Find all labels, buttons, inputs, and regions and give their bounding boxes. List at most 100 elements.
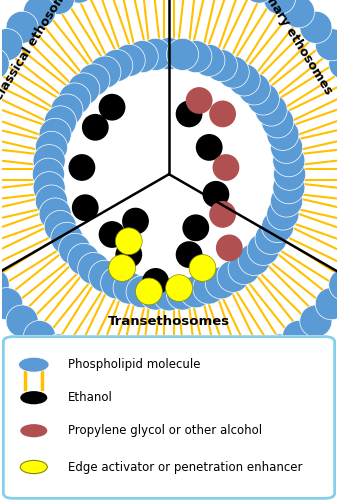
Circle shape: [20, 391, 47, 404]
Circle shape: [243, 0, 275, 3]
Circle shape: [19, 358, 49, 372]
Circle shape: [153, 278, 185, 311]
Circle shape: [186, 87, 213, 114]
Circle shape: [35, 132, 68, 164]
Circle shape: [63, 346, 95, 378]
Circle shape: [166, 38, 199, 70]
Circle shape: [113, 272, 145, 304]
Circle shape: [69, 154, 95, 181]
Circle shape: [42, 0, 75, 14]
Circle shape: [273, 172, 305, 204]
Circle shape: [78, 252, 110, 284]
Circle shape: [107, 360, 139, 393]
Circle shape: [58, 83, 91, 115]
Circle shape: [228, 64, 260, 96]
Circle shape: [6, 305, 38, 337]
Circle shape: [0, 28, 23, 61]
Circle shape: [262, 106, 294, 138]
Circle shape: [209, 100, 236, 128]
Circle shape: [213, 154, 239, 181]
Circle shape: [136, 278, 162, 305]
Circle shape: [183, 214, 209, 241]
Circle shape: [329, 48, 338, 80]
Text: Transethosomes: Transethosomes: [108, 316, 230, 328]
Circle shape: [39, 118, 71, 150]
Circle shape: [166, 278, 199, 310]
Circle shape: [176, 241, 202, 268]
Circle shape: [33, 172, 65, 204]
Circle shape: [247, 83, 280, 115]
Circle shape: [44, 210, 76, 242]
Circle shape: [0, 48, 9, 80]
Circle shape: [238, 244, 270, 276]
Circle shape: [300, 12, 332, 44]
Circle shape: [270, 185, 303, 217]
Circle shape: [68, 244, 100, 276]
FancyBboxPatch shape: [3, 336, 335, 498]
Circle shape: [126, 276, 158, 308]
Circle shape: [283, 0, 315, 28]
Text: Phospholipid molecule: Phospholipid molecule: [68, 358, 200, 371]
Circle shape: [51, 94, 83, 126]
Circle shape: [202, 181, 229, 208]
Circle shape: [329, 268, 338, 301]
Text: Edge activator or penetration enhancer: Edge activator or penetration enhancer: [68, 460, 302, 473]
Circle shape: [89, 56, 121, 88]
Circle shape: [32, 158, 65, 190]
Text: Ethanol: Ethanol: [68, 391, 113, 404]
Circle shape: [283, 320, 315, 352]
Circle shape: [115, 241, 142, 268]
Circle shape: [196, 134, 223, 161]
Circle shape: [99, 221, 125, 248]
Circle shape: [68, 73, 100, 105]
Circle shape: [255, 94, 287, 126]
Circle shape: [0, 288, 23, 320]
Circle shape: [101, 50, 133, 82]
Circle shape: [89, 260, 121, 292]
Circle shape: [113, 44, 145, 76]
Circle shape: [205, 267, 237, 299]
Circle shape: [72, 194, 99, 221]
Circle shape: [39, 198, 71, 230]
Circle shape: [267, 118, 299, 150]
Circle shape: [126, 40, 158, 72]
Circle shape: [180, 276, 212, 308]
Circle shape: [109, 254, 136, 281]
Circle shape: [247, 234, 280, 266]
Circle shape: [23, 320, 55, 352]
Circle shape: [193, 272, 225, 304]
Circle shape: [217, 56, 249, 88]
Circle shape: [101, 267, 133, 299]
Circle shape: [209, 201, 236, 228]
Circle shape: [20, 424, 47, 438]
Circle shape: [23, 0, 55, 28]
Circle shape: [193, 44, 225, 76]
Circle shape: [315, 28, 338, 61]
Circle shape: [273, 158, 306, 190]
Circle shape: [0, 268, 9, 301]
Circle shape: [255, 222, 287, 254]
Circle shape: [44, 106, 76, 138]
Circle shape: [82, 114, 109, 140]
Circle shape: [84, 354, 117, 386]
Circle shape: [6, 12, 38, 44]
Circle shape: [263, 334, 296, 366]
Circle shape: [262, 210, 294, 242]
Circle shape: [51, 222, 83, 254]
Circle shape: [176, 364, 208, 396]
Circle shape: [243, 346, 275, 378]
Text: Binary ethosomes: Binary ethosomes: [257, 0, 335, 97]
Circle shape: [20, 460, 47, 473]
Circle shape: [122, 208, 149, 234]
Circle shape: [263, 0, 296, 14]
Circle shape: [199, 360, 231, 393]
Circle shape: [153, 38, 185, 70]
Text: Classical ethosomes: Classical ethosomes: [0, 0, 78, 104]
Circle shape: [176, 100, 202, 128]
Circle shape: [273, 144, 305, 177]
Circle shape: [238, 73, 270, 105]
Circle shape: [42, 334, 75, 366]
Circle shape: [267, 198, 299, 230]
Circle shape: [142, 268, 169, 295]
Circle shape: [139, 278, 172, 310]
